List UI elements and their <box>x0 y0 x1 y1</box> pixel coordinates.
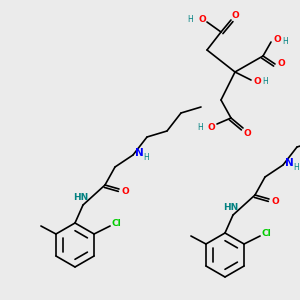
Text: O: O <box>121 187 129 196</box>
Text: Cl: Cl <box>111 220 121 229</box>
Text: O: O <box>243 130 251 139</box>
Text: O: O <box>198 16 206 25</box>
Text: O: O <box>207 122 215 131</box>
Text: O: O <box>253 77 261 86</box>
Text: H: H <box>262 77 268 86</box>
Text: HN: HN <box>74 193 88 202</box>
Text: N: N <box>285 158 294 168</box>
Text: HN: HN <box>224 202 238 211</box>
Text: H: H <box>293 163 299 172</box>
Text: N: N <box>135 148 144 158</box>
Text: H: H <box>143 152 149 161</box>
Text: O: O <box>277 59 285 68</box>
Text: O: O <box>271 196 279 206</box>
Text: Cl: Cl <box>261 230 271 238</box>
Text: H: H <box>187 16 193 25</box>
Text: O: O <box>231 11 239 20</box>
Text: H: H <box>282 38 288 46</box>
Text: O: O <box>273 35 281 44</box>
Text: H: H <box>197 122 203 131</box>
